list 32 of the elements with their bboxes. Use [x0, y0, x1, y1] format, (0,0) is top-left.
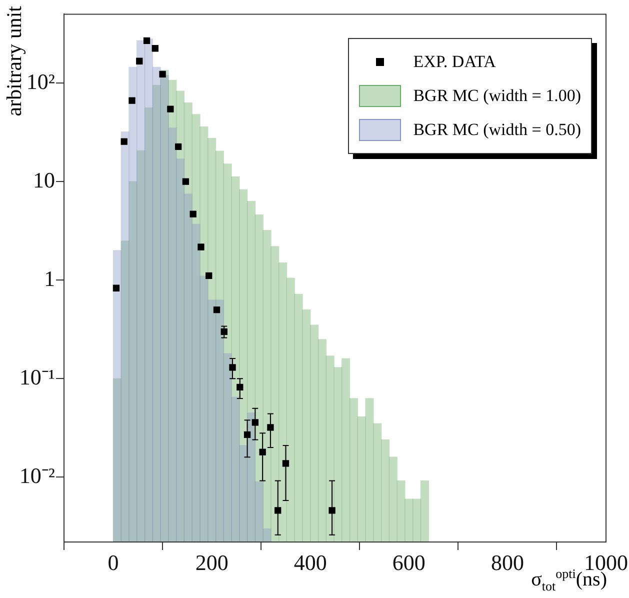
point: [136, 58, 143, 64]
y-tick-label: 10: [33, 167, 55, 192]
point: [143, 37, 150, 44]
y-tick-label: 1: [44, 266, 55, 291]
point: [328, 507, 336, 514]
point: [259, 448, 266, 456]
y-axis-title: arbitrary unit: [2, 6, 27, 116]
point: [206, 272, 212, 279]
point: [174, 143, 182, 150]
point: [112, 284, 120, 292]
x-tick-label: 400: [294, 550, 327, 575]
x-tick-label: 800: [490, 550, 524, 575]
y-tick-label: 10⁻¹: [19, 364, 55, 390]
y-tick-label: 10⁻²: [19, 462, 56, 488]
point: [152, 45, 158, 52]
point: [182, 178, 190, 185]
point: [229, 364, 236, 371]
point: [120, 138, 128, 145]
point: [128, 97, 136, 104]
point: [213, 306, 220, 314]
point: [167, 106, 174, 112]
x-tick-label: 600: [392, 550, 426, 575]
y-tick-label: 10²: [26, 68, 56, 94]
point: [198, 244, 204, 250]
legend-label: BGR MC (width = 0.50): [413, 120, 581, 140]
point: [159, 70, 166, 78]
x-tick-label: 0: [108, 550, 119, 575]
legend-label: EXP. DATA: [413, 52, 496, 72]
legend-label: BGR MC (width = 1.00): [413, 86, 581, 106]
point: [267, 424, 274, 431]
point: [190, 210, 196, 218]
x-tick-label: 200: [195, 550, 228, 575]
